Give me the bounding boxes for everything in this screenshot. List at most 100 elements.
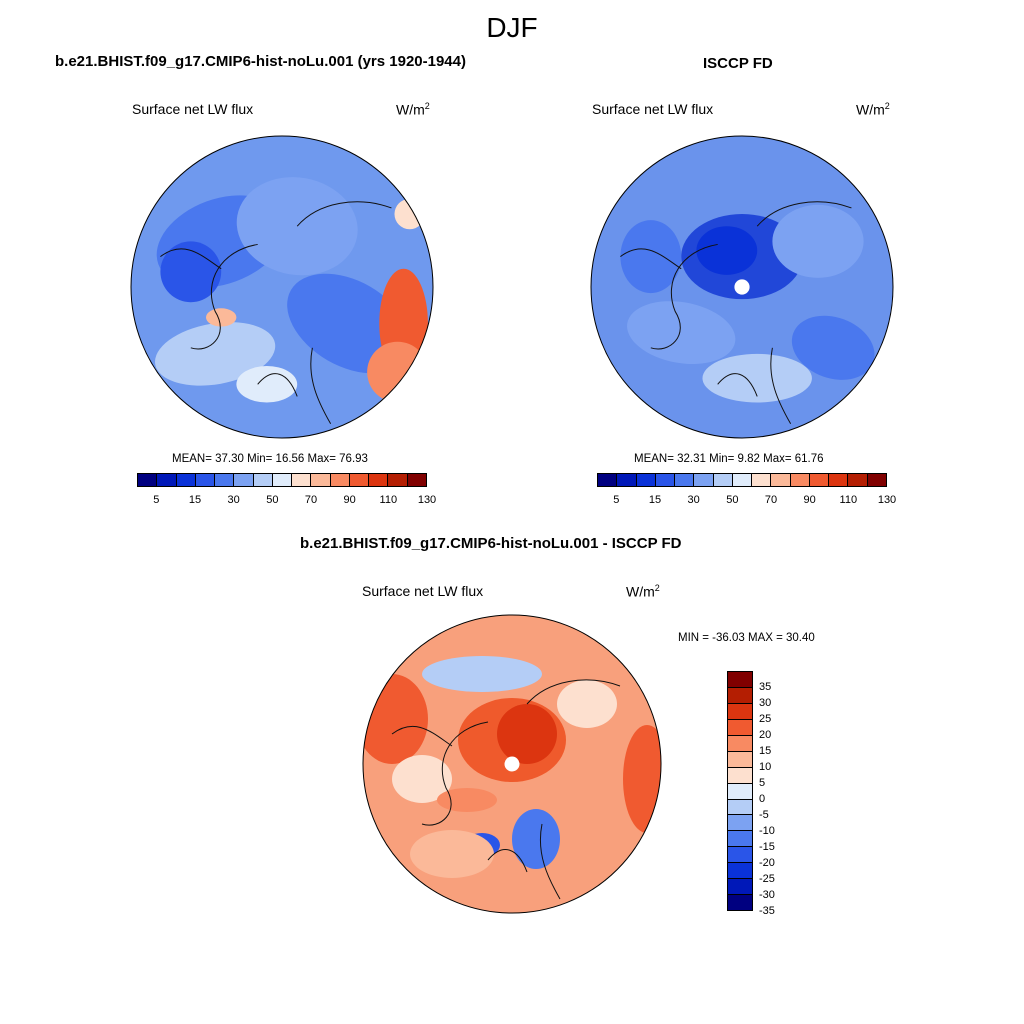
colorbar-swatch <box>728 703 752 720</box>
contour-region <box>394 198 425 230</box>
colorbar-swatch <box>728 751 752 768</box>
colorbar-tick-label: 15 <box>648 494 662 506</box>
colorbar-tick-label: 5 <box>613 494 620 506</box>
colorbar-tick-label: 110 <box>839 494 858 506</box>
panel-3-polar-map <box>362 614 662 914</box>
colorbar-swatch <box>636 474 656 486</box>
colorbar-swatch <box>867 474 886 486</box>
colorbar-tick-label: 50 <box>266 494 279 506</box>
colorbar-swatch <box>752 474 772 486</box>
contour-region <box>623 725 661 833</box>
pole-hole <box>504 756 520 772</box>
panel-2-stats: MEAN= 32.31 Min= 9.82 Max= 61.76 <box>634 453 824 465</box>
contour-region <box>410 830 494 878</box>
contour-region <box>791 315 875 380</box>
colorbar-swatch <box>598 474 618 486</box>
contour-region <box>422 656 542 692</box>
contour-region <box>437 788 497 812</box>
colorbar-tick-label: 130 <box>877 494 897 506</box>
colorbar-swatch <box>732 474 753 486</box>
colorbar-tick-label: 110 <box>379 494 398 506</box>
contour-region <box>620 220 682 294</box>
pole-hole <box>734 279 750 295</box>
colorbar-swatch <box>728 879 752 896</box>
colorbar-tick-label: 30 <box>227 494 240 506</box>
colorbar-swatch <box>771 474 791 486</box>
panel-3-stats: MIN = -36.03 MAX = 30.40 <box>678 632 815 644</box>
colorbar-tick-label: -15 <box>759 841 775 853</box>
panel-1-colorbar <box>137 473 427 487</box>
coastline <box>160 201 392 425</box>
colorbar-swatch <box>675 474 695 486</box>
contour-region <box>155 322 276 386</box>
colorbar-tick-label: 35 <box>759 681 772 693</box>
colorbar-swatch <box>272 474 293 486</box>
colorbar-swatch <box>330 474 350 486</box>
colorbar-tick-label: 25 <box>759 713 772 725</box>
colorbar-tick-label: -10 <box>759 825 775 837</box>
colorbar-tick-label: 0 <box>759 793 766 805</box>
colorbar-tick-label: -20 <box>759 857 775 869</box>
panel-1-units: W/m2 <box>396 101 430 118</box>
panel-3-title: b.e21.BHIST.f09_g17.CMIP6-hist-noLu.001 … <box>300 535 682 552</box>
colorbar-swatch <box>728 783 752 800</box>
panel-3-field-label: Surface net LW flux <box>362 583 484 599</box>
coastline <box>391 679 621 900</box>
colorbar-swatch <box>728 672 752 688</box>
colorbar-tick-label: 15 <box>188 494 202 506</box>
contour-region <box>392 755 452 803</box>
colorbar-swatch <box>176 474 196 486</box>
colorbar-swatch <box>388 474 408 486</box>
panel-1-title: b.e21.BHIST.f09_g17.CMIP6-hist-noLu.001 … <box>55 53 466 70</box>
colorbar-swatch <box>349 474 370 486</box>
colorbar-swatch <box>292 474 312 486</box>
colorbar-swatch <box>728 863 752 880</box>
colorbar-tick-label: 130 <box>417 494 437 506</box>
colorbar-tick-label: -5 <box>759 809 769 821</box>
colorbar-tick-label: 30 <box>759 697 772 709</box>
colorbar-tick-label: 5 <box>759 777 766 789</box>
colorbar-tick-label: 70 <box>764 494 778 506</box>
colorbar-tick-label: 70 <box>304 494 318 506</box>
figure-title: DJF <box>486 12 538 43</box>
colorbar-swatch <box>157 474 177 486</box>
colorbar-tick-label: 50 <box>726 494 739 506</box>
panel-2-colorbar <box>597 473 887 487</box>
colorbar-swatch <box>215 474 235 486</box>
colorbar-tick-label: 20 <box>759 729 772 741</box>
map-boundary <box>130 135 434 439</box>
map-boundary <box>590 135 894 439</box>
colorbar-swatch <box>253 474 273 486</box>
contour-region <box>696 226 758 275</box>
panel-3-colorbar-ticks: 35 30 25 20 15 10 5 0 -5 -10 -15 -20 -25 -30 -35 <box>759 671 799 917</box>
contour-region <box>236 366 298 403</box>
panel-2-units: W/m2 <box>856 101 890 118</box>
contour-region <box>363 674 428 764</box>
colorbar-swatch <box>138 474 158 486</box>
colorbar-tick-label: -35 <box>759 905 775 917</box>
panel-2-polar-map <box>590 135 894 439</box>
colorbar-swatch <box>728 831 752 848</box>
panel-3-units: W/m2 <box>626 583 660 600</box>
contour-region <box>497 704 557 764</box>
colorbar-swatch <box>728 799 752 816</box>
colorbar-swatch <box>617 474 637 486</box>
colorbar-swatch <box>728 767 752 784</box>
colorbar-tick-label: 90 <box>803 494 816 506</box>
colorbar-swatch <box>809 474 830 486</box>
contour-region <box>702 353 812 403</box>
panel-3-colorbar <box>727 671 753 911</box>
colorbar-tick-label: -25 <box>759 873 775 885</box>
colorbar-swatch <box>728 815 752 832</box>
panel-2-title: ISCCP FD <box>703 55 773 72</box>
contour-region <box>557 680 617 728</box>
colorbar-swatch <box>407 474 426 486</box>
colorbar-swatch <box>728 735 752 752</box>
colorbar-swatch <box>713 474 733 486</box>
colorbar-swatch <box>790 474 810 486</box>
colorbar-swatch <box>195 474 216 486</box>
colorbar-swatch <box>728 719 752 736</box>
colorbar-tick-label: 30 <box>687 494 700 506</box>
contour-region <box>206 308 237 327</box>
colorbar-swatch <box>234 474 254 486</box>
